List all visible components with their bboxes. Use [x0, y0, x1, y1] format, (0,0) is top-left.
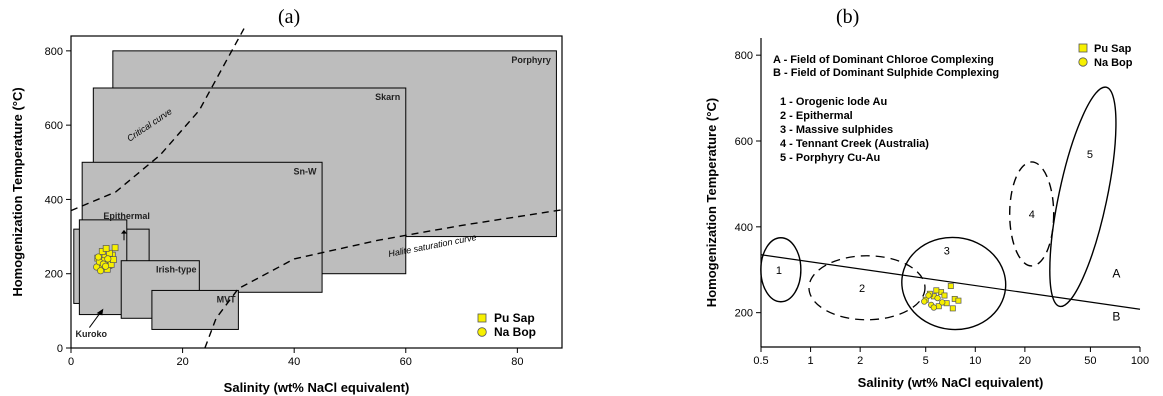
x-axis-label-b: Salinity (wt% NaCl equivalent)	[858, 375, 1044, 390]
field-label-mvt: MVT	[217, 294, 237, 304]
legend-marker-pu-sap-b	[1078, 43, 1088, 53]
point-pu-sap	[102, 245, 110, 252]
field-label-porphyry: Porphyry	[511, 55, 551, 65]
point-pu-sap	[110, 256, 117, 263]
field-outline-5	[1049, 86, 1117, 308]
y-tick-label-a: 0	[57, 343, 63, 355]
point-na-bop	[94, 253, 102, 261]
field-label-kuroko: Kuroko	[75, 329, 107, 339]
point-na-bop	[104, 255, 112, 263]
y-tick-label-b: 400	[735, 222, 753, 234]
y-tick-label-a: 600	[45, 120, 63, 132]
x-tick-label-b: 20	[1019, 355, 1031, 367]
field-outline-3	[901, 236, 1007, 331]
point-pu-sap	[111, 244, 119, 252]
chart-a: Porphyry Skarn Sn-W Epithermal Irish-type MVT…	[10, 28, 563, 395]
field-label-irish-type: Irish-type	[156, 265, 197, 275]
y-axis-label-b: Homogenization Temperature (°C)	[704, 98, 719, 307]
field-label-5: 5	[1087, 149, 1093, 161]
note-line: A - Field of Dominant Chloroe Complexing	[773, 54, 994, 66]
kuroko-arrow-head	[96, 308, 104, 316]
point-pu-sap-b	[955, 297, 962, 304]
x-tick-label-b: 5	[923, 355, 929, 367]
point-pu-sap-b	[933, 287, 940, 294]
field-label-3: 3	[944, 246, 950, 258]
x-tick-label-b: 50	[1084, 355, 1096, 367]
x-tick-label-a: 80	[511, 356, 523, 368]
plot-frame-a	[70, 35, 563, 349]
divider-line	[760, 254, 1141, 310]
key-line: 4 - Tennant Creek (Australia)	[780, 138, 929, 150]
field-label-skarn: Skarn	[375, 92, 400, 102]
x-tick-label-b: 0.5	[753, 355, 768, 367]
field-label-4: 4	[1029, 209, 1035, 221]
point-na-bop-b	[930, 304, 937, 311]
x-tick-label-b: 100	[1131, 355, 1149, 367]
x-tick-label-a: 0	[68, 356, 74, 368]
y-axis-label-a: Homogenization Temperature (°C)	[10, 87, 25, 296]
y-tick-label-a: 400	[45, 194, 63, 206]
x-tick-label-b: 10	[969, 355, 981, 367]
field-label-epithermal: Epithermal	[103, 211, 150, 221]
point-pu-sap-b	[941, 292, 948, 299]
y-tick-label-a: 800	[45, 46, 63, 58]
divider-label-a: A	[1112, 266, 1120, 280]
legend-marker-na-bop-b	[1078, 57, 1088, 67]
note-line: B - Field of Dominant Sulphide Complexin…	[773, 67, 999, 79]
point-na-bop-b	[925, 292, 932, 299]
chart-b: A B 1 2 3 4 5 A - Field of Dominant Chloroe Com…	[704, 38, 1149, 390]
curve-critical	[70, 28, 245, 212]
legend-label-na-bop-a: Na Bop	[494, 325, 536, 339]
point-pu-sap-b	[949, 305, 956, 312]
point-pu-sap-b	[947, 283, 954, 290]
field-outline-2	[808, 255, 926, 321]
panel-label-a: (a)	[278, 6, 301, 28]
point-na-bop-b	[934, 294, 941, 302]
x-tick-label-a: 20	[176, 356, 188, 368]
point-na-bop	[97, 267, 105, 275]
field-label-1: 1	[776, 265, 782, 277]
y-tick-label-b: 200	[735, 308, 753, 320]
x-tick-label-b: 2	[857, 355, 863, 367]
key-line: 3 - Massive sulphides	[780, 124, 893, 136]
field-outline-4	[1008, 161, 1055, 267]
legend-marker-na-bop-a	[477, 327, 487, 337]
y-tick-label-b: 600	[735, 136, 753, 148]
field-label-sn-w: Sn-W	[294, 166, 317, 176]
field-outline-1	[760, 237, 802, 303]
x-tick-label-a: 60	[400, 356, 412, 368]
y-tick-label-b: 800	[735, 50, 753, 62]
x-tick-label-a: 40	[288, 356, 300, 368]
point-na-bop-b	[921, 298, 928, 305]
y-tick-label-a: 200	[45, 269, 63, 281]
legend-label-pu-sap-b: Pu Sap	[1094, 43, 1132, 55]
legend-label-pu-sap-a: Pu Sap	[494, 311, 535, 325]
x-axis-label-a: Salinity (wt% NaCl equivalent)	[224, 380, 410, 395]
point-na-bop-b	[939, 299, 946, 306]
legend-marker-pu-sap-a	[477, 313, 487, 323]
key-line: 5 - Porphyry Cu-Au	[780, 152, 880, 164]
legend-label-na-bop-b: Na Bop	[1094, 57, 1133, 69]
x-tick-label-b: 1	[808, 355, 814, 367]
key-line: 2 - Epithermal	[780, 110, 853, 122]
curve-halite-saturation	[204, 209, 563, 349]
field-label-2: 2	[859, 283, 865, 295]
field-box-mvt	[151, 289, 239, 330]
panel-label-b: (b)	[836, 6, 860, 28]
key-line: 1 - Orogenic lode Au	[780, 96, 887, 108]
epithermal-arrow-head	[121, 229, 128, 234]
divider-label-b: B	[1112, 309, 1120, 323]
point-na-bop	[102, 262, 110, 270]
